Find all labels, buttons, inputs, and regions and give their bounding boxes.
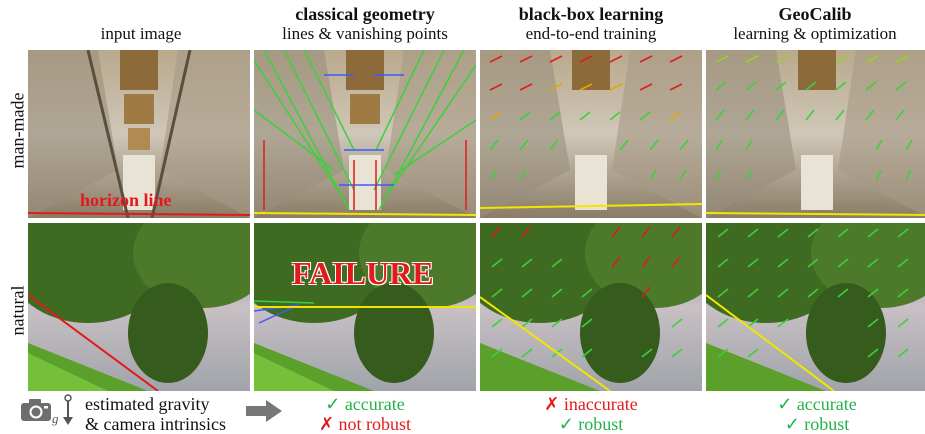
caption-line-1: estimated gravity bbox=[85, 394, 210, 414]
gravity-arrow-icon bbox=[55, 394, 75, 426]
column-header-classical: classical geometry lines & vanishing poi… bbox=[250, 4, 480, 44]
image-natural-geocalib bbox=[706, 223, 925, 391]
column-header-input: input image bbox=[26, 4, 256, 44]
failure-label: FAILURE bbox=[292, 255, 434, 291]
row-label-natural: natural bbox=[7, 285, 28, 336]
image-manmade-geocalib bbox=[706, 50, 925, 218]
image-manmade-classical bbox=[254, 50, 476, 218]
column-subtitle: lines & vanishing points bbox=[282, 24, 448, 43]
column-subtitle: learning & optimization bbox=[733, 24, 897, 43]
image-natural-blackbox bbox=[480, 223, 702, 391]
image-manmade-input: horizon line bbox=[28, 50, 250, 218]
result-line-1: ✓ accurate bbox=[777, 394, 857, 414]
footer-caption: estimated gravity & camera intrinsics bbox=[85, 394, 226, 434]
result-line-2: ✓ robust bbox=[558, 414, 624, 434]
column-header-geocalib: GeoCalib learning & optimization bbox=[700, 4, 925, 44]
column-header-blackbox: black-box learning end-to-end training bbox=[476, 4, 706, 44]
column-subtitle: input image bbox=[100, 24, 182, 43]
result-line-1: ✓ accurate bbox=[325, 394, 405, 414]
result-line-2: ✓ robust bbox=[784, 414, 850, 434]
column-title: classical geometry bbox=[295, 4, 435, 24]
image-manmade-blackbox bbox=[480, 50, 702, 218]
result-line-1: ✗ inaccurate bbox=[544, 394, 638, 414]
result-classical: ✓ accurate ✗ not robust bbox=[254, 394, 476, 434]
row-label-man-made: man-made bbox=[7, 92, 28, 169]
gravity-symbol: g bbox=[52, 411, 59, 426]
result-blackbox: ✗ inaccurate ✓ robust bbox=[480, 394, 702, 434]
caption-line-2: & camera intrinsics bbox=[85, 414, 226, 434]
image-natural-input bbox=[28, 223, 250, 391]
horizon-label: horizon line bbox=[80, 190, 172, 210]
right-arrow-icon bbox=[246, 400, 282, 422]
result-geocalib: ✓ accurate ✓ robust bbox=[706, 394, 925, 434]
camera-icon bbox=[20, 398, 52, 422]
column-title: GeoCalib bbox=[778, 4, 852, 24]
column-title: black-box learning bbox=[518, 4, 664, 24]
column-subtitle: end-to-end training bbox=[525, 24, 657, 43]
result-line-2: ✗ not robust bbox=[318, 414, 412, 434]
image-natural-classical: FAILURE bbox=[254, 223, 476, 391]
